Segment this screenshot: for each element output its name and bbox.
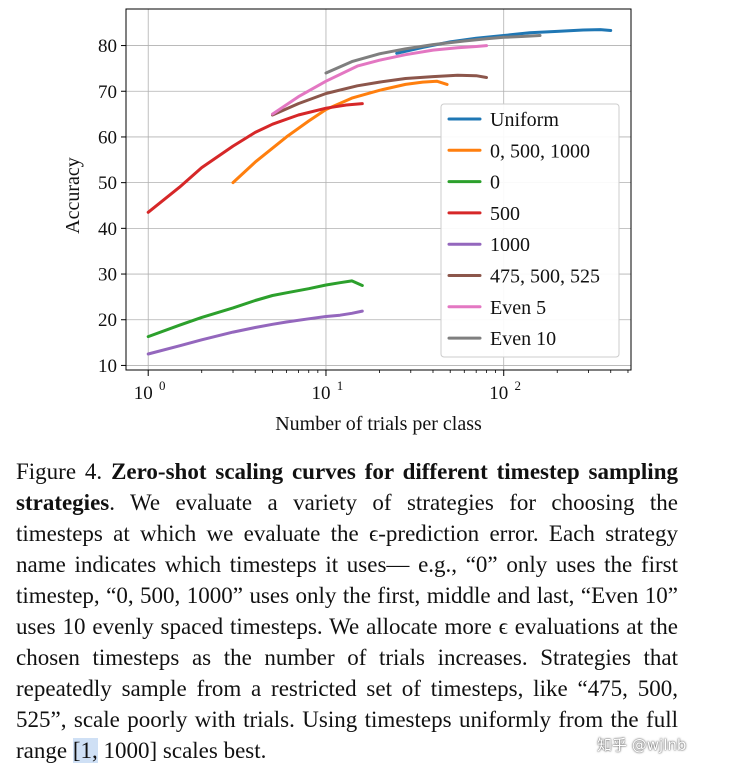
caption-body: . We evaluate a variety of strategies fo… (16, 490, 678, 763)
caption-highlight: [1, (72, 738, 98, 763)
series-line-5 (271, 73, 488, 117)
y-axis-label: Accuracy (62, 157, 84, 234)
caption-label: Figure 4. (16, 459, 103, 484)
legend-label-2: 0 (490, 172, 500, 194)
legend-label-3: 500 (490, 203, 520, 225)
x-tick-label: 10 (489, 383, 508, 404)
series-line-2 (146, 279, 364, 339)
x-axis-label: Number of trials per class (275, 413, 482, 435)
y-tick-label: 10 (98, 356, 117, 377)
x-tick-exponent: 0 (159, 378, 166, 393)
legend-label-4: 1000 (490, 234, 530, 256)
y-tick-label: 30 (98, 265, 117, 286)
figure-caption: Figure 4. Zero-shot scaling curves for d… (16, 456, 678, 766)
chart-svg: 10 20 30 40 50 60 70 80 10 0 10 1 10 2 Number of trial… (62, 8, 632, 435)
caption-body-end: 1000] scales best. (97, 738, 267, 763)
y-tick-label: 50 (98, 173, 117, 194)
y-tick-label: 20 (98, 310, 117, 331)
series-line-6 (271, 44, 488, 116)
watermark: 知乎 @wjlnb (597, 736, 687, 754)
x-tick-label: 10 (134, 383, 153, 404)
x-tick-exponent: 2 (514, 378, 521, 393)
series-line-3 (146, 102, 364, 214)
x-tick-label: 10 (311, 383, 330, 404)
caption-title: Zero-shot scaling curves for different t… (16, 459, 678, 515)
legend-label-0: Uniform (490, 109, 559, 131)
series-line-7 (324, 34, 542, 75)
legend-label-1: 0, 500, 1000 (490, 140, 590, 162)
y-tick-label: 70 (98, 82, 117, 103)
legend-box (440, 103, 620, 358)
y-tick-label: 80 (98, 36, 117, 57)
legend-label-6: Even 5 (490, 297, 546, 319)
y-tick-label: 60 (98, 127, 117, 148)
series-line-4 (146, 309, 364, 356)
figure-chart: 10 20 30 40 50 60 70 80 10 0 10 1 10 2 Number of trial… (62, 8, 632, 435)
series-line-1 (231, 79, 449, 185)
legend-label-7: Even 10 (490, 328, 556, 350)
y-tick-label: 40 (98, 219, 117, 240)
x-tick-exponent: 1 (337, 378, 344, 393)
axes-frame (125, 8, 632, 371)
legend-label-5: 475, 500, 525 (490, 266, 600, 288)
